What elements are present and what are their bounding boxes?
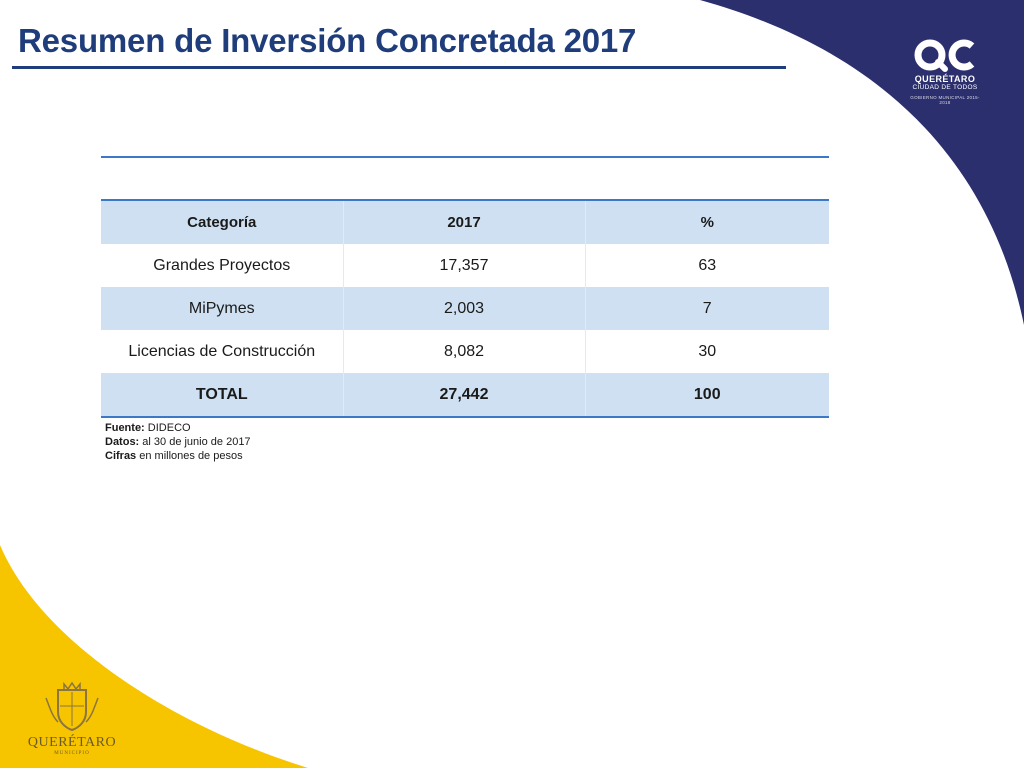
units-value: en millones de pesos — [136, 450, 243, 462]
row-category: MiPymes — [101, 287, 343, 330]
row-category: Grandes Proyectos — [101, 244, 343, 287]
total-amount: 27,442 — [342, 373, 585, 418]
row-percent: 30 — [584, 330, 829, 373]
queretaro-city-logo: QUERÉTARO CIUDAD DE TODOS GOBIERNO MUNIC… — [905, 38, 985, 105]
header-year: 2017 — [342, 200, 585, 244]
qc-logo-icon — [914, 39, 975, 72]
municipal-logo-name: QUERÉTARO — [27, 735, 117, 750]
title-underline — [12, 66, 786, 69]
table-row: MiPymes 2,003 7 — [101, 287, 829, 330]
page-title: Resumen de Inversión Concretada 2017 — [18, 22, 637, 59]
municipal-coat-of-arms-logo: QUERÉTARO MUNICIPIO — [22, 680, 122, 756]
brand-logo-tagline: GOBIERNO MUNICIPAL 2015-2018 — [910, 95, 980, 105]
brand-logo-subtitle: CIUDAD DE TODOS — [912, 84, 978, 91]
row-amount: 8,082 — [342, 330, 585, 373]
header-percent: % — [584, 200, 829, 244]
source-value: DIDECO — [144, 422, 191, 434]
units-note: Cifras en millones de pesos — [105, 449, 251, 463]
table-top-rule — [101, 156, 829, 158]
header-categoria: Categoría — [101, 200, 343, 244]
date-label: Datos: — [105, 436, 140, 448]
table-total-row: TOTAL 27,442 100 — [101, 373, 829, 418]
row-percent: 7 — [584, 287, 829, 330]
table-row: Grandes Proyectos 17,357 63 — [101, 244, 829, 287]
brand-logo-name: QUERÉTARO — [914, 74, 976, 84]
date-note: Datos: al 30 de junio de 2017 — [105, 435, 251, 449]
table-row: Licencias de Construcción 8,082 30 — [101, 330, 829, 373]
date-value: al 30 de junio de 2017 — [139, 436, 251, 448]
source-note: Fuente: DIDECO — [105, 421, 251, 435]
coat-of-arms-icon — [45, 681, 99, 732]
units-label: Cifras — [105, 450, 137, 462]
row-amount: 2,003 — [342, 287, 585, 330]
total-label: TOTAL — [101, 373, 343, 418]
total-percent: 100 — [584, 373, 829, 418]
municipal-logo-subtitle: MUNICIPIO — [54, 751, 90, 756]
row-amount: 17,357 — [342, 244, 585, 287]
table-header-row: Categoría 2017 % — [101, 200, 829, 244]
source-label: Fuente: — [105, 422, 145, 434]
row-percent: 63 — [584, 244, 829, 287]
investment-table: Categoría 2017 % Grandes Proyectos 17,35… — [101, 199, 829, 418]
row-category: Licencias de Construcción — [101, 330, 343, 373]
table-notes: Fuente: DIDECO Datos: al 30 de junio de … — [105, 421, 251, 463]
